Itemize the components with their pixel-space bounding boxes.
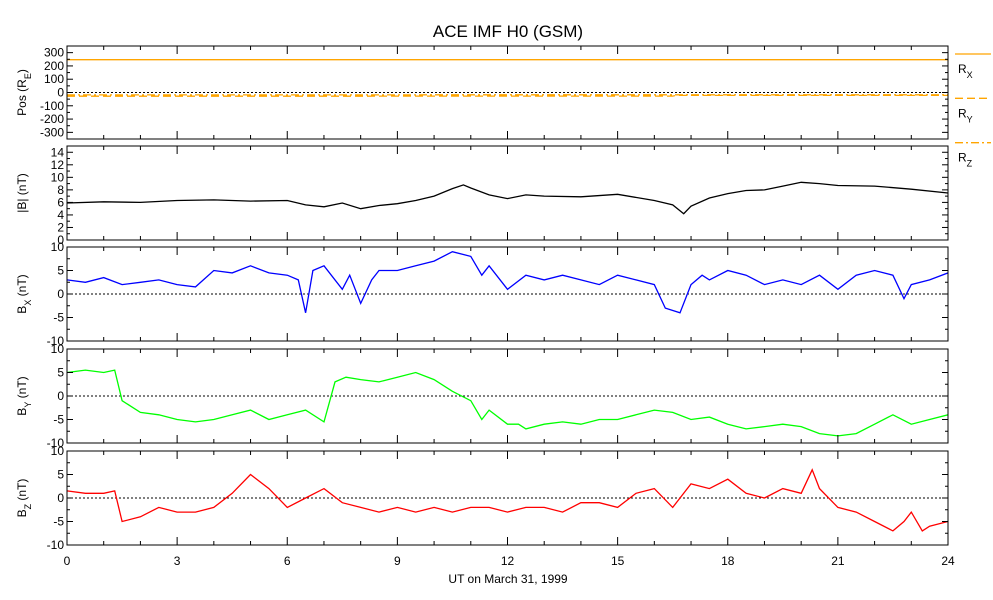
ytick-label-bz-3: 5 xyxy=(57,468,64,482)
ytick-label-bmag-0: 0 xyxy=(57,233,64,247)
legend-label-RY: RY xyxy=(958,106,973,124)
ylabel-bz: BZ (nT) xyxy=(15,479,33,518)
ylabel-bx: BX (nT) xyxy=(15,274,33,313)
ytick-label-bmag-6: 12 xyxy=(51,158,65,172)
legend-label-RX: RX xyxy=(958,62,973,80)
ylabel-pos-sub: E xyxy=(23,73,33,79)
ytick-label-bz-4: 10 xyxy=(51,444,65,458)
series-line-by-0 xyxy=(67,369,948,437)
ytick-label-bx-1: -5 xyxy=(53,311,64,325)
ylabel-bx-suffix: (nT) xyxy=(15,274,29,299)
series-line-bmag-0 xyxy=(67,181,948,215)
ytick-label-by-3: 5 xyxy=(57,366,64,380)
xtick-label-2: 6 xyxy=(284,554,291,568)
xtick-label-4: 12 xyxy=(501,554,515,568)
ylabel-by-suffix: (nT) xyxy=(15,376,29,401)
series-line-pos-1 xyxy=(67,94,948,97)
ytick-label-by-2: 0 xyxy=(57,389,64,403)
ylabel-bx-sub: X xyxy=(23,300,33,306)
xtick-label-8: 24 xyxy=(941,554,955,568)
ytick-label-bmag-3: 6 xyxy=(57,195,64,209)
ytick-label-bmag-1: 2 xyxy=(57,220,64,234)
ytick-label-bx-3: 5 xyxy=(57,264,64,278)
ylabel-pos-base: Pos (R xyxy=(15,79,29,116)
legend-label-RX-sub: X xyxy=(967,70,973,80)
ylabel-by-base: B xyxy=(15,408,29,416)
ytick-label-by-4: 10 xyxy=(51,342,65,356)
ylabel-bz-sub: Z xyxy=(23,503,33,509)
ylabel-pos: Pos (RE) xyxy=(15,69,33,116)
panel-by: -10 -5 0 5 10 BY (nT) xyxy=(15,342,949,450)
xtick-label-1: 3 xyxy=(174,554,181,568)
ytick-label-pos-3: 0 xyxy=(57,86,64,100)
x-axis: 0 3 6 9 12 15 18 21 24 xyxy=(64,554,955,568)
ytick-label-pos-6: 300 xyxy=(44,46,64,60)
legend-label-RZ-sub: Z xyxy=(967,159,973,169)
ylabel-pos-suffix: ) xyxy=(15,69,29,73)
series-line-bx-0 xyxy=(67,251,948,314)
series-line-bz-0 xyxy=(67,468,948,532)
ylabel-bz-suffix: (nT) xyxy=(15,479,29,504)
ytick-label-by-0: -10 xyxy=(47,436,65,450)
ytick-label-pos-1: -200 xyxy=(40,112,64,126)
ylabel-by: BY (nT) xyxy=(15,376,33,415)
x-axis-label: UT on March 31, 1999 xyxy=(448,572,568,586)
ylabel-bx-base: B xyxy=(15,306,29,314)
ytick-label-pos-4: 100 xyxy=(44,72,64,86)
xtick-label-0: 0 xyxy=(64,554,71,568)
ytick-label-bz-0: -10 xyxy=(47,538,65,552)
legend-label-RZ-base: R xyxy=(958,151,967,165)
ytick-label-pos-0: -300 xyxy=(40,125,64,139)
ytick-label-pos-2: -100 xyxy=(40,99,64,113)
panel-bx: -10 -5 0 5 10 BX (nT) xyxy=(15,240,949,348)
xtick-label-6: 18 xyxy=(721,554,735,568)
ylabel-bz-base: B xyxy=(15,509,29,517)
xtick-label-5: 15 xyxy=(611,554,625,568)
ytick-label-bmag-5: 10 xyxy=(51,170,65,184)
legend-label-RY-base: R xyxy=(958,106,967,120)
ytick-label-bmag-2: 4 xyxy=(57,208,64,222)
legend-label-RY-sub: Y xyxy=(967,114,973,124)
ytick-label-bz-1: -5 xyxy=(53,515,64,529)
panel-frame-bmag xyxy=(66,145,949,241)
xtick-label-7: 21 xyxy=(831,554,845,568)
ytick-label-bmag-4: 8 xyxy=(57,183,64,197)
ytick-label-bx-4: 10 xyxy=(51,240,65,254)
ylabel-by-sub: Y xyxy=(23,402,33,408)
legend-label-RZ: RZ xyxy=(958,151,973,169)
ytick-label-bx-0: -10 xyxy=(47,334,65,348)
xtick-label-3: 9 xyxy=(394,554,401,568)
panel-bz: -10 -5 0 5 10 BZ (nT) xyxy=(15,444,949,552)
ylabel-bmag: |B| (nT) xyxy=(15,173,29,213)
legend-label-RX-base: R xyxy=(958,62,967,76)
ytick-label-bz-2: 0 xyxy=(57,491,64,505)
ytick-label-by-1: -5 xyxy=(53,413,64,427)
chart-title: ACE IMF H0 (GSM) xyxy=(433,22,583,41)
ylabel-bmag-base: |B| (nT) xyxy=(15,173,29,213)
ytick-label-bmag-7: 14 xyxy=(51,145,65,159)
ytick-label-bx-2: 0 xyxy=(57,287,64,301)
ytick-label-pos-5: 200 xyxy=(44,59,64,73)
